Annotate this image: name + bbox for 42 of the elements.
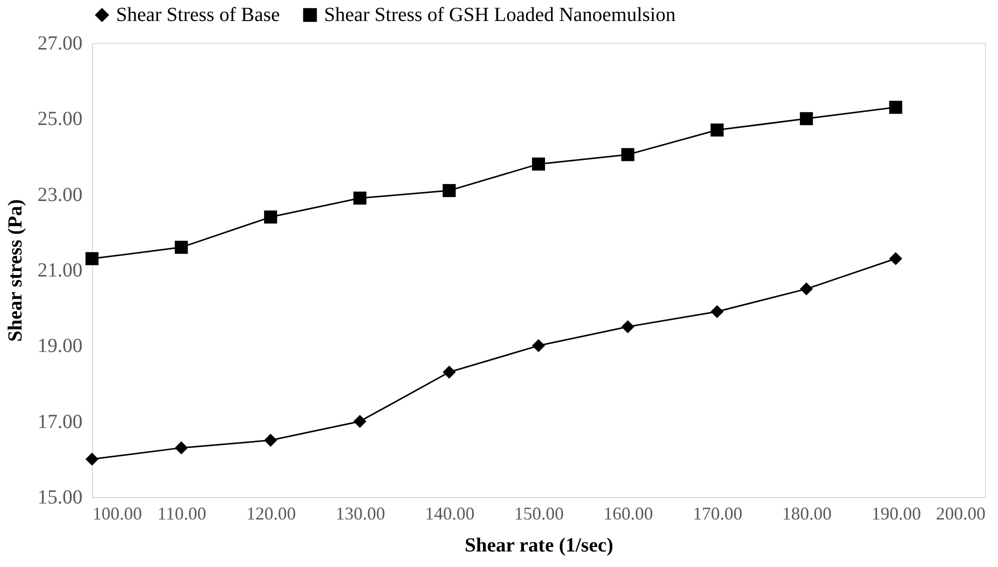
legend-label: Shear Stress of Base [116, 4, 280, 26]
x-tick-label: 120.00 [246, 504, 296, 524]
y-tick-label: 19.00 [38, 335, 82, 358]
y-tick-label: 17.00 [38, 410, 82, 433]
y-tick-label: 25.00 [38, 108, 82, 130]
point [442, 184, 456, 198]
point [174, 240, 188, 254]
x-axis-title: Shear rate (1/sec) [464, 534, 614, 556]
x-tick-label: 180.00 [782, 504, 832, 524]
x-tick-label: 200.00 [936, 504, 986, 524]
y-axis-title: Shear stress (Pa) [4, 199, 26, 342]
x-tick-label: 110.00 [157, 504, 206, 524]
point [800, 282, 813, 296]
point [532, 158, 546, 171]
point [442, 366, 456, 379]
point [710, 124, 724, 137]
point [174, 441, 188, 454]
x-tick-label: 130.00 [336, 504, 386, 524]
point [353, 192, 366, 205]
point [85, 252, 99, 266]
x-tick-label: 140.00 [424, 504, 474, 524]
point [621, 148, 634, 162]
y-tick-label: 23.00 [38, 184, 82, 206]
point [353, 414, 366, 428]
y-tick-label: 15.00 [38, 486, 82, 508]
point [800, 112, 813, 126]
point [889, 252, 902, 266]
x-tick-label: 160.00 [604, 504, 654, 524]
point [532, 339, 546, 352]
point [264, 434, 278, 447]
legend-label: Shear Stress of GSH Loaded Nanoemulsion [324, 4, 676, 26]
x-tick-label: 150.00 [514, 504, 564, 524]
point [264, 210, 278, 224]
point [85, 452, 99, 466]
y-tick-label: 21.00 [38, 260, 82, 282]
point [710, 305, 724, 318]
y-tick-label: 27.00 [38, 32, 82, 54]
point [889, 100, 902, 114]
x-tick-label: 190.00 [871, 504, 921, 524]
x-tick-label: 170.00 [692, 504, 742, 524]
x-tick-label: 100.00 [92, 504, 142, 524]
point [621, 320, 634, 334]
